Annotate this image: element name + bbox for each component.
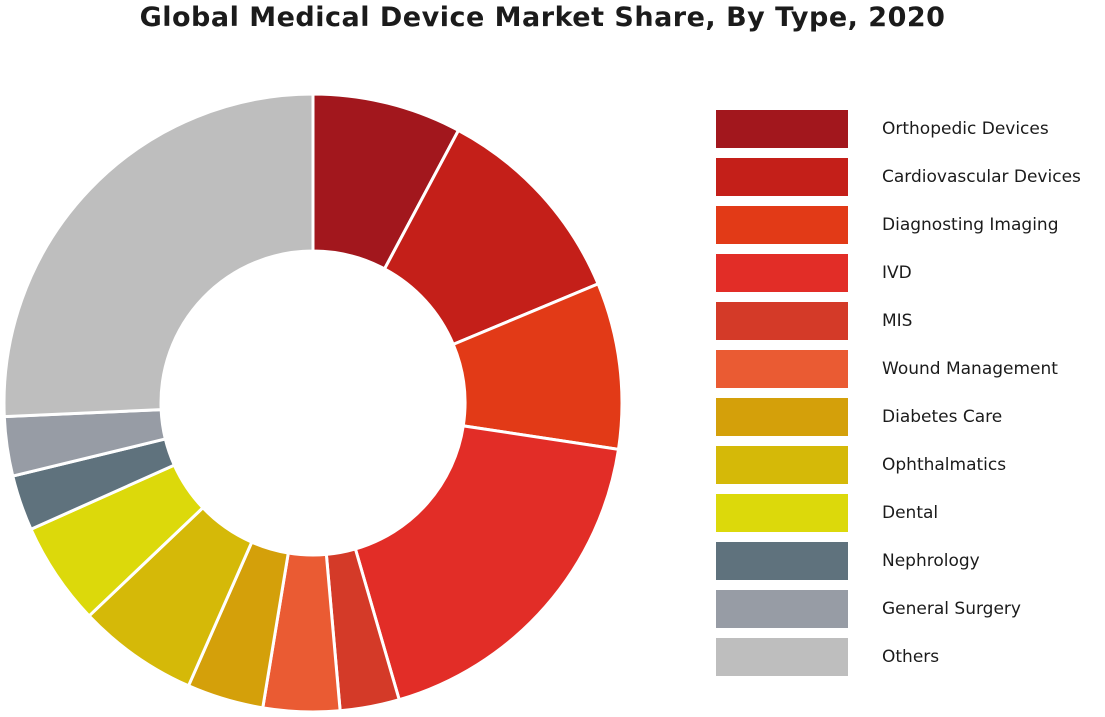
legend-swatch — [716, 398, 848, 436]
donut-chart — [2, 92, 624, 714]
donut-slice-others — [2, 92, 315, 419]
legend-label: Dental — [882, 503, 939, 523]
legend-label: Diagnosting Imaging — [882, 215, 1059, 235]
legend-swatch — [716, 638, 848, 676]
legend-label: IVD — [882, 263, 912, 283]
legend-swatch — [716, 446, 848, 484]
legend-swatch — [716, 302, 848, 340]
legend-swatch — [716, 590, 848, 628]
donut-slice-ivd — [353, 424, 621, 702]
legend-label: MIS — [882, 311, 913, 331]
legend-label: Diabetes Care — [882, 407, 1003, 427]
legend-label: General Surgery — [882, 599, 1021, 619]
legend-label: Orthopedic Devices — [882, 119, 1049, 139]
chart-title: Global Medical Device Market Share, By T… — [139, 2, 946, 33]
legend-swatch — [716, 350, 848, 388]
legend-label: Nephrology — [882, 551, 980, 571]
legend-swatch — [716, 158, 848, 196]
legend-swatch — [716, 542, 848, 580]
legend-swatch — [716, 206, 848, 244]
legend-swatch — [716, 494, 848, 532]
legend-swatch — [716, 254, 848, 292]
legend-swatch — [716, 110, 848, 148]
legend-label: Ophthalmatics — [882, 455, 1007, 475]
legend-label: Cardiovascular Devices — [882, 167, 1081, 187]
legend-label: Others — [882, 647, 940, 667]
legend-label: Wound Management — [882, 359, 1058, 379]
